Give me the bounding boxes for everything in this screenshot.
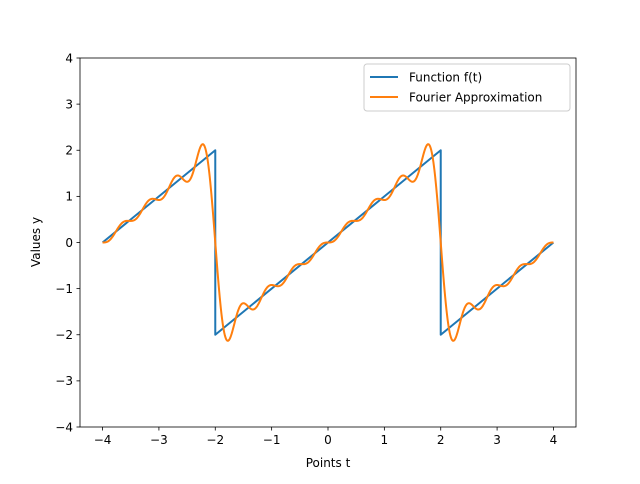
y-tick-label: 0	[65, 236, 73, 250]
x-tick-label: 1	[381, 433, 389, 447]
y-axis-label: Values y	[29, 217, 43, 267]
legend-label: Fourier Approximation	[409, 90, 542, 104]
x-tick-label: 0	[324, 433, 332, 447]
series-fourier-line	[102, 143, 554, 342]
legend-label: Function f(t)	[409, 70, 482, 84]
x-axis-label: Points t	[306, 456, 351, 470]
x-tick-label: −4	[94, 433, 112, 447]
axes-layer: −4 −3 −2 −1 0 1 2 3 4 −4 −3 −2 −1 0 1 2 3 4	[55, 51, 577, 447]
x-tick-label: −2	[206, 433, 224, 447]
y-tick-label: 4	[65, 51, 73, 65]
y-tick-label: 3	[65, 97, 73, 111]
y-tick-label: 1	[65, 190, 73, 204]
x-tick-label: 3	[493, 433, 501, 447]
legend-box	[363, 63, 571, 112]
x-tick-label: −1	[263, 433, 281, 447]
y-tick-label: −3	[55, 374, 73, 388]
y-tick-label: 2	[65, 144, 73, 158]
legend: Function f(t) Fourier Approximation	[363, 63, 571, 112]
x-tick-label: 2	[437, 433, 445, 447]
x-tick-label: −3	[150, 433, 168, 447]
x-tick-label: 4	[550, 433, 558, 447]
y-tick-label: −2	[55, 328, 73, 342]
plot-layer	[101, 143, 555, 342]
y-tick-label: −1	[55, 282, 73, 296]
y-tick-label: −4	[55, 420, 73, 434]
